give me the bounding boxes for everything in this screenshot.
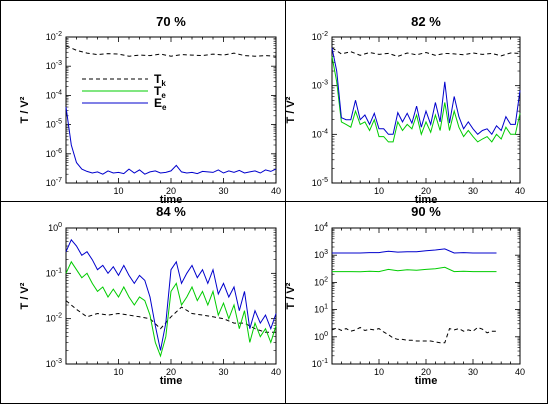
x-tick-label: 40 (515, 367, 525, 377)
y-tick-label: 10-4 (46, 89, 62, 100)
y-tick-label: 10-1 (312, 358, 328, 369)
y-tick-label: 10-4 (312, 128, 328, 139)
legend-label-te: Te (154, 84, 166, 100)
x-tick-label: 30 (468, 367, 478, 377)
y-tick-label: 10-6 (46, 148, 62, 159)
x-tick-label: 20 (166, 186, 176, 196)
x-axis-label: time (415, 375, 438, 387)
y-tick-label: 10-2 (46, 31, 62, 42)
legend-label-ee: Ee (154, 96, 167, 112)
series-line-ee (65, 106, 277, 175)
series-line-tk (331, 47, 521, 57)
series-line-tk (65, 45, 277, 57)
series-line-ee (331, 47, 521, 136)
plot-frame (331, 227, 521, 365)
series-line-ee (332, 248, 497, 254)
x-axis-label: time (160, 194, 183, 206)
x-tick-label: 20 (421, 367, 431, 377)
chart-title: 82 % (411, 14, 441, 29)
x-axis-label: time (415, 194, 438, 206)
series-line-te (331, 56, 521, 143)
y-tick-label: 10-2 (46, 313, 62, 324)
x-tick-label: 10 (113, 367, 123, 377)
y-tick-label: 10-5 (46, 119, 62, 130)
chart-title: 70 % (156, 14, 186, 29)
chart-title: 90 % (411, 204, 441, 219)
chart-title: 84 % (156, 204, 186, 219)
x-tick-label: 10 (374, 186, 384, 196)
y-tick-label: 101 (314, 304, 328, 315)
series-line-ee (65, 238, 277, 351)
x-tick-label: 40 (271, 367, 281, 377)
x-tick-label: 30 (218, 186, 228, 196)
y-tick-label: 10-7 (46, 177, 62, 188)
chart-panels: 70 % 10 20 30 40 time 10-2 10-3 10-4 10-5 10-6 10-7… (19, 14, 525, 387)
y-axis-label: T / V² (285, 96, 297, 123)
chart-panel-1: 70 % 10 20 30 40 time 10-2 10-3 10-4 10-5 10-6 10-7… (19, 14, 281, 206)
y-tick-label: 10-3 (312, 80, 328, 91)
x-tick-label: 30 (218, 367, 228, 377)
chart-panel-3: 84 % 10 20 30 40 time 100 10-1 10-2 10-3 T / V² (19, 204, 281, 387)
series-line-te (332, 266, 497, 273)
plot-frame (65, 227, 277, 365)
x-tick-label: 20 (166, 367, 176, 377)
legend-label-tk: Tk (154, 72, 166, 88)
y-tick-label: 100 (48, 222, 62, 233)
x-tick-label: 10 (374, 367, 384, 377)
y-tick-label: 10-3 (46, 358, 62, 369)
y-axis-label: T / V² (285, 282, 297, 309)
x-tick-label: 40 (515, 186, 525, 196)
chart-panel-4: 90 % 10 20 30 40 time 104 103 102 101 100 10-1 T / V… (285, 204, 525, 387)
x-tick-label: 10 (113, 186, 123, 196)
y-tick-label: 10-5 (312, 177, 328, 188)
y-tick-label: 10-1 (46, 267, 62, 278)
y-tick-label: 102 (314, 276, 328, 287)
y-axis-label: T / V² (19, 96, 31, 123)
chart-panel-2: 82 % 10 20 30 40 time 10-2 10-3 10-4 10-5 T / V² (285, 14, 525, 206)
x-tick-label: 20 (421, 186, 431, 196)
series-line-tk (331, 326, 497, 344)
series-line-te (65, 260, 277, 358)
y-tick-label: 100 (314, 331, 328, 342)
y-tick-label: 10-3 (46, 60, 62, 71)
plot-frame (65, 36, 277, 184)
y-tick-label: 10-2 (312, 31, 328, 42)
y-tick-label: 104 (314, 222, 328, 233)
series-line-tk (65, 300, 276, 333)
x-axis-label: time (160, 375, 183, 387)
y-axis-label: T / V² (19, 282, 31, 309)
x-tick-label: 30 (468, 186, 478, 196)
y-tick-label: 103 (314, 249, 328, 260)
x-tick-label: 40 (271, 186, 281, 196)
